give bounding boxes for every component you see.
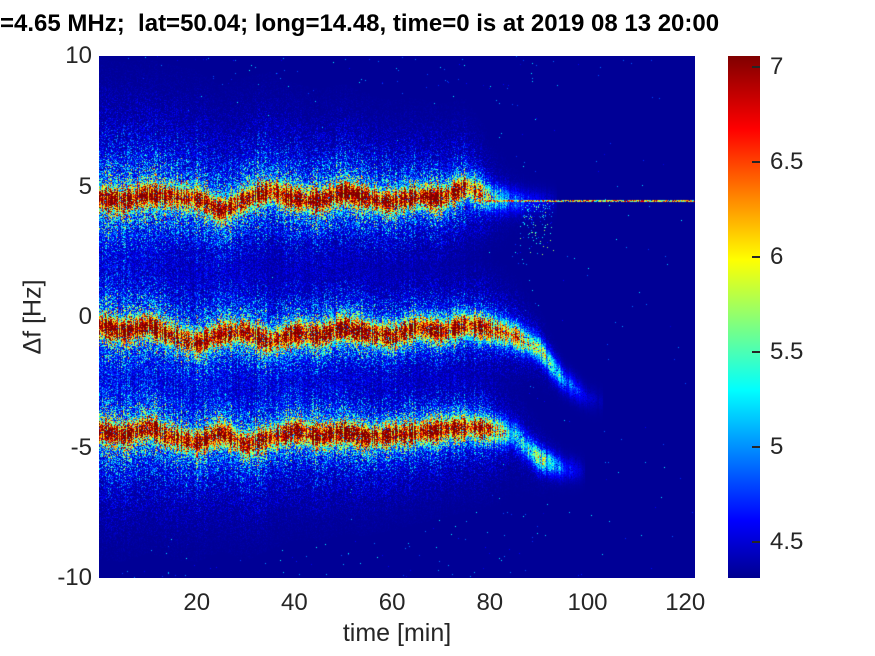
- colorbar-tick-mark: [752, 540, 760, 543]
- colorbar-tick-mark: [752, 256, 760, 259]
- x-axis-label: time [min]: [342, 619, 452, 647]
- x-tick-label: 40: [281, 589, 308, 616]
- colorbar-tick-mark: [752, 161, 760, 164]
- colorbar-tick-label: 4.5: [770, 527, 804, 555]
- colorbar-tick-mark: [752, 351, 760, 354]
- x-tick-label: 60: [378, 589, 406, 616]
- colorbar-tick-label: 6: [770, 243, 784, 271]
- colorbar-tick-label: 6.5: [770, 148, 804, 176]
- colorbar-tick-label: 5.5: [770, 338, 804, 366]
- spectrogram-heatmap: [99, 56, 695, 578]
- y-tick-label: 10: [65, 42, 92, 69]
- y-tick-label: -5: [70, 433, 92, 461]
- colorbar-tick-label: 7: [770, 53, 784, 81]
- x-tick-label: 80: [476, 589, 504, 616]
- y-tick-label: 0: [78, 303, 92, 330]
- x-tick-label: 20: [183, 589, 211, 616]
- x-tick-label: 120: [665, 589, 706, 616]
- chart-title: =4.65 MHz; lat=50.04; long=14.48, time=0…: [0, 10, 720, 37]
- y-tick-label: 5: [78, 172, 92, 200]
- y-tick-label: -10: [57, 564, 92, 591]
- x-tick-label: 100: [567, 589, 608, 616]
- colorbar-tick-mark: [752, 66, 760, 69]
- colorbar-tick-label: 5: [770, 433, 784, 461]
- colorbar-tick-mark: [752, 446, 760, 449]
- colorbar: [728, 56, 760, 578]
